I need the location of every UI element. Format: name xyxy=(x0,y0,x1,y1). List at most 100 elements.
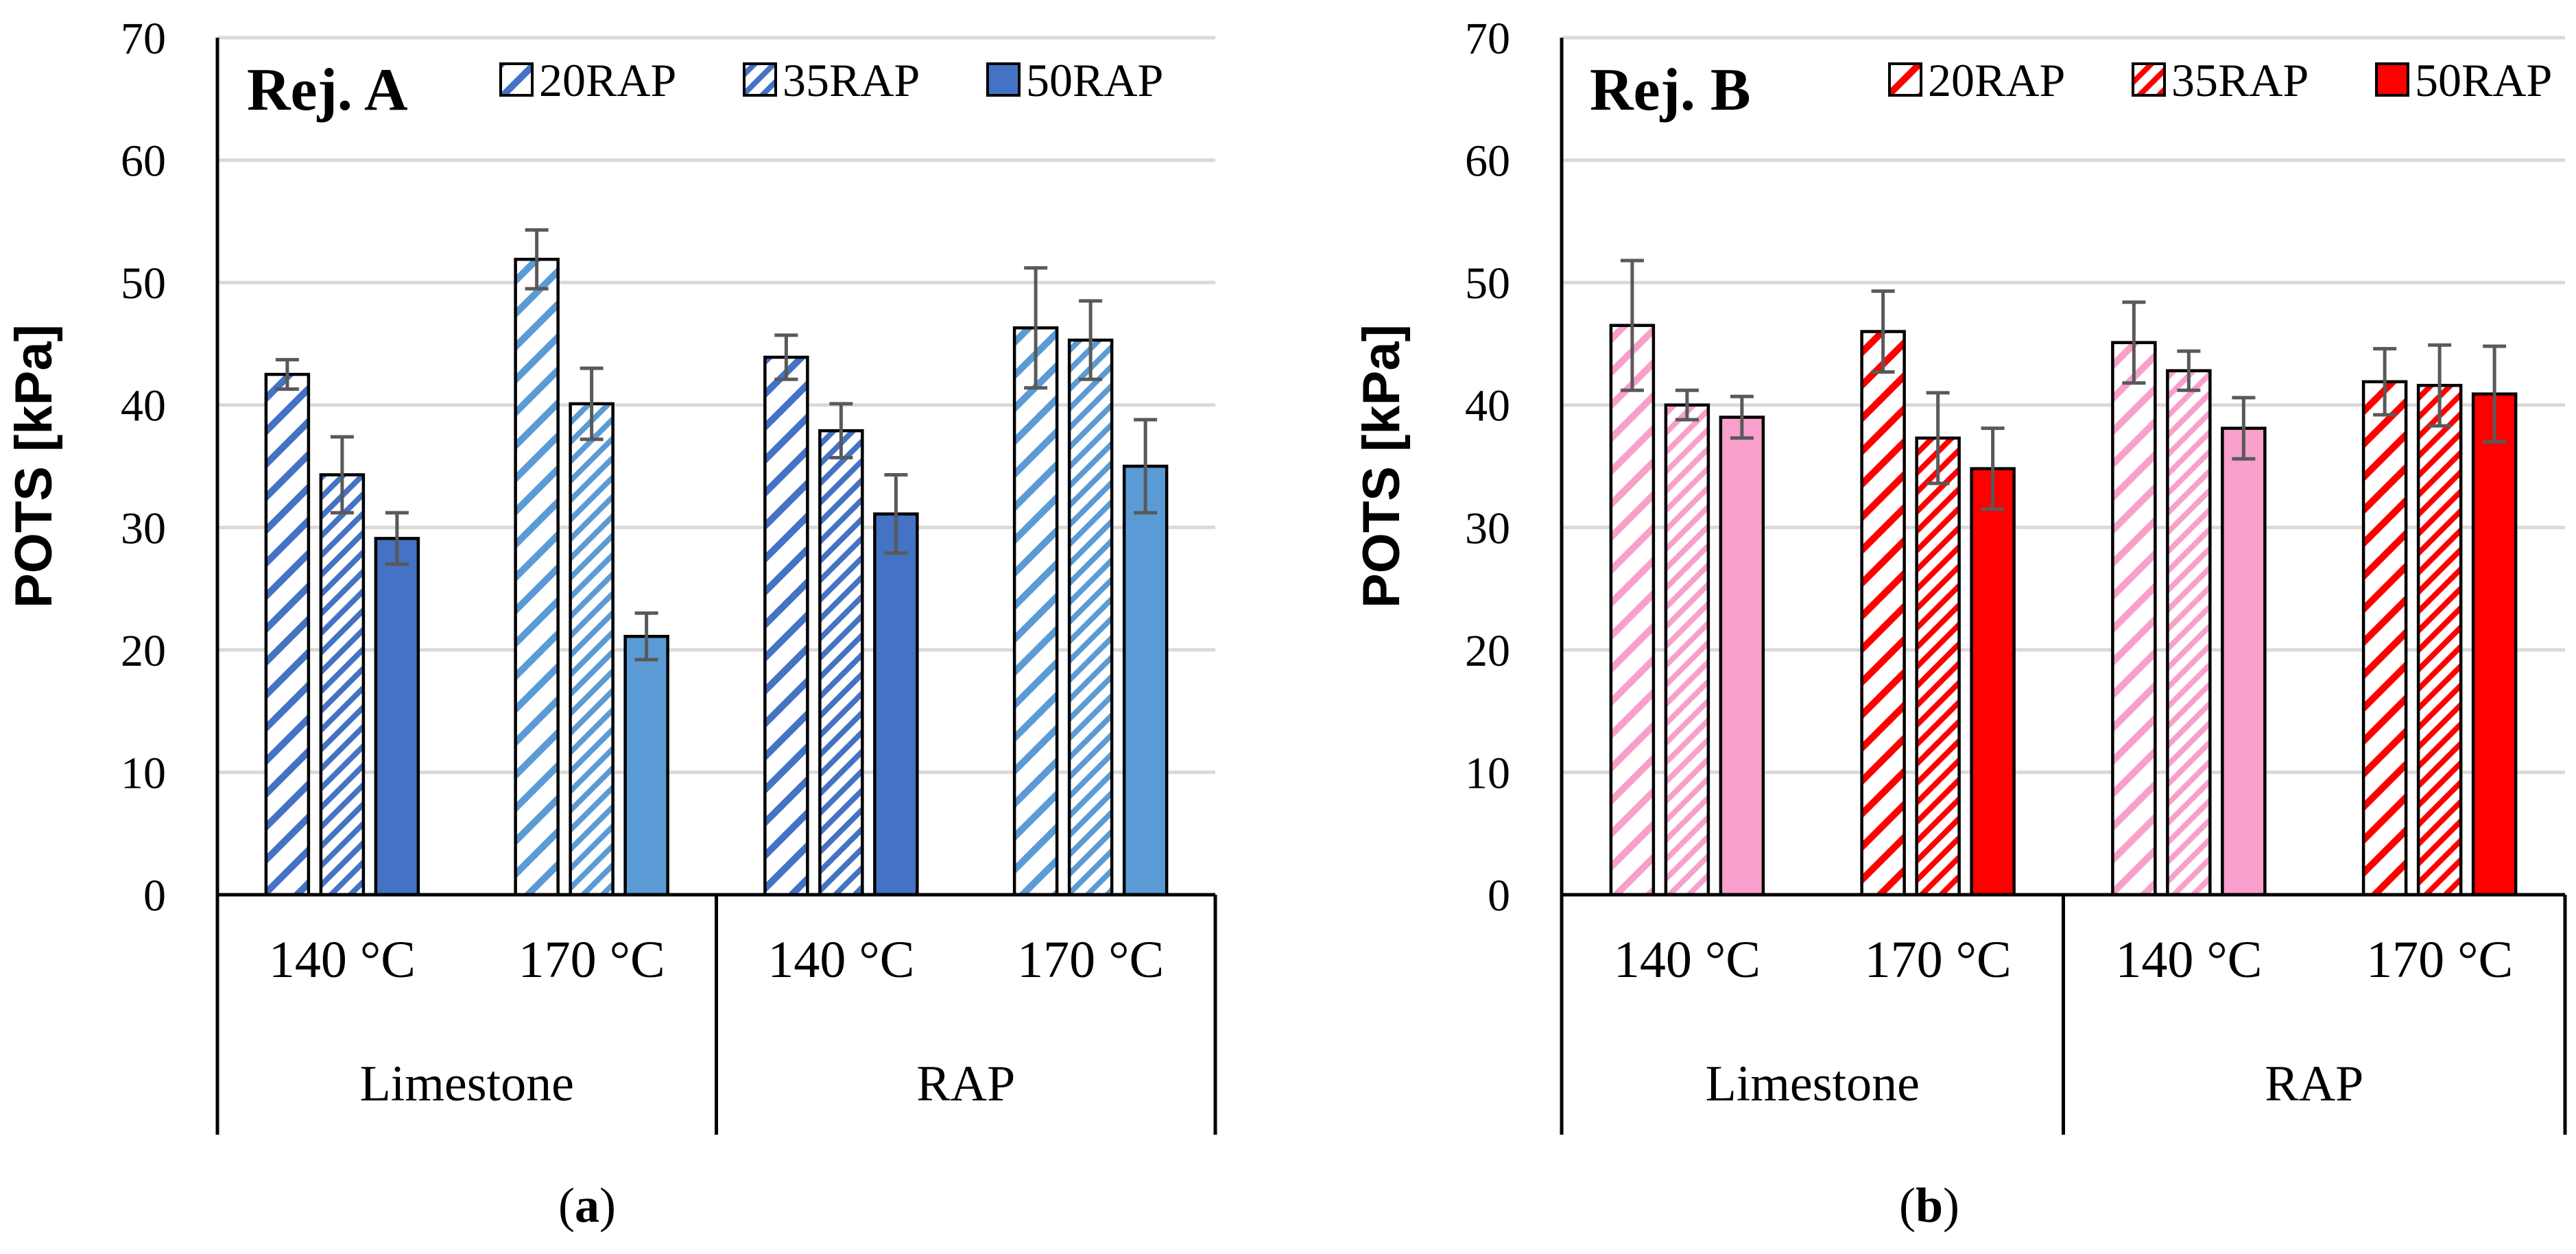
bar-50rap xyxy=(623,634,669,897)
legend-label: 35RAP xyxy=(2171,54,2309,106)
bar-50rap xyxy=(1719,415,1765,897)
error-bar xyxy=(1079,299,1103,381)
error-bar xyxy=(2483,344,2507,444)
x-group-label: RAP xyxy=(2265,1056,2363,1112)
x-tick-label: 170 °C xyxy=(518,931,665,989)
legend-swatch xyxy=(2375,62,2409,97)
panel-letter: a xyxy=(575,1178,599,1233)
y-tick-label: 30 xyxy=(1465,503,1510,553)
legend-swatch xyxy=(743,62,777,97)
y-tick-label: 40 xyxy=(1465,381,1510,431)
error-bar xyxy=(829,402,853,459)
panel-caption: (b) xyxy=(1899,1178,1959,1233)
legend-entry: 50RAP xyxy=(2375,54,2552,106)
legend-entry: 35RAP xyxy=(2132,54,2309,106)
y-tick-label: 0 xyxy=(1488,871,1510,921)
y-tick-label: 0 xyxy=(143,871,166,921)
legend-entry: 20RAP xyxy=(1888,54,2065,106)
x-tick-label: 170 °C xyxy=(1017,931,1164,989)
x-tick-label: 170 °C xyxy=(1865,931,2012,989)
x-tick-label: 170 °C xyxy=(2366,931,2513,989)
bar-35rap xyxy=(319,473,366,897)
error-bar xyxy=(2428,343,2452,428)
bar-35rap xyxy=(1664,403,1710,897)
error-bar xyxy=(275,358,299,391)
y-tick-label: 20 xyxy=(121,626,166,676)
error-bar xyxy=(1024,266,1048,390)
bar-20rap xyxy=(1609,324,1656,897)
x-tick-label: 140 °C xyxy=(767,931,914,989)
y-tick-label: 20 xyxy=(1465,626,1510,676)
bar-50rap xyxy=(2471,392,2518,897)
error-bar xyxy=(1675,388,1699,422)
chart-title: Rej. A xyxy=(247,57,408,123)
bar-50rap xyxy=(873,512,919,897)
legend-entry: 50RAP xyxy=(986,54,1163,106)
error-bar xyxy=(2177,349,2201,392)
y-axis-label: POTS [kPa] xyxy=(5,324,63,608)
bar-20rap xyxy=(264,372,311,897)
x-group-label: Limestone xyxy=(360,1056,574,1112)
bar-20rap xyxy=(763,355,809,897)
legend-swatch xyxy=(499,62,534,97)
error-bar xyxy=(884,473,908,555)
error-bar xyxy=(330,435,354,515)
bar-20rap xyxy=(1012,326,1059,897)
y-tick-label: 50 xyxy=(1465,258,1510,309)
error-bar xyxy=(1730,394,1754,440)
x-tick-label: 140 °C xyxy=(2115,931,2262,989)
x-group-label: Limestone xyxy=(1706,1056,1920,1112)
y-tick-label: 60 xyxy=(1465,136,1510,186)
bar-50rap xyxy=(1970,467,2016,897)
y-tick-label: 10 xyxy=(1465,748,1510,798)
legend-label: 50RAP xyxy=(1026,54,1163,106)
bar-20rap xyxy=(2361,380,2408,897)
y-tick-label: 70 xyxy=(1465,14,1510,64)
bar-35rap xyxy=(2166,369,2212,897)
legend-label: 50RAP xyxy=(2415,54,2552,106)
error-bar xyxy=(1620,258,1644,392)
y-tick-label: 10 xyxy=(121,748,166,798)
chart-panel-a: 0 10 20 30 40 50 60 70 140 °C 170 °C 140 °C 170 °C L… xyxy=(5,14,1217,1233)
chart-title: Rej. B xyxy=(1590,57,1751,123)
panel-letter: b xyxy=(1916,1178,1943,1233)
bar-35rap xyxy=(1915,436,1961,897)
legend-entry: 35RAP xyxy=(743,54,920,106)
error-bar xyxy=(634,611,658,662)
y-tick-label: 50 xyxy=(121,258,166,309)
bar-35rap xyxy=(569,402,615,897)
error-bar xyxy=(2122,300,2146,385)
bar-20rap xyxy=(1860,330,1906,897)
bar-35rap xyxy=(818,429,864,897)
bar-35rap xyxy=(2416,383,2463,897)
y-tick-label: 30 xyxy=(121,503,166,553)
error-bar xyxy=(525,228,549,291)
legend-label: 20RAP xyxy=(1928,54,2065,106)
bar-50rap xyxy=(374,537,420,897)
bar-50rap xyxy=(2221,426,2267,897)
panel-caption: (a) xyxy=(558,1178,616,1233)
bar-50rap xyxy=(1122,464,1169,897)
x-tick-label: 140 °C xyxy=(1614,931,1761,989)
y-tick-label: 40 xyxy=(121,381,166,431)
error-bar xyxy=(580,366,604,442)
x-group-label: RAP xyxy=(916,1056,1015,1112)
bar-20rap xyxy=(514,257,560,897)
legend-label: 35RAP xyxy=(783,54,920,106)
error-bar xyxy=(1871,289,1895,374)
y-tick-label: 60 xyxy=(121,136,166,186)
legend-label: 20RAP xyxy=(539,54,676,106)
error-bar xyxy=(385,511,409,566)
error-bar xyxy=(2373,347,2397,417)
y-tick-label: 70 xyxy=(121,14,166,64)
legend-swatch xyxy=(986,62,1021,97)
bar-20rap xyxy=(2111,341,2157,897)
bar-35rap xyxy=(1067,338,1114,897)
legend-swatch xyxy=(1888,62,1922,97)
error-bar xyxy=(774,333,798,381)
x-tick-label: 140 °C xyxy=(269,931,416,989)
error-bar xyxy=(2232,396,2256,461)
error-bar xyxy=(1926,391,1950,485)
legend-swatch xyxy=(2132,62,2166,97)
chart-panel-b: 0 10 20 30 40 50 60 70 140 °C 170 °C 140 °C 170 °C L… xyxy=(1352,14,2567,1233)
